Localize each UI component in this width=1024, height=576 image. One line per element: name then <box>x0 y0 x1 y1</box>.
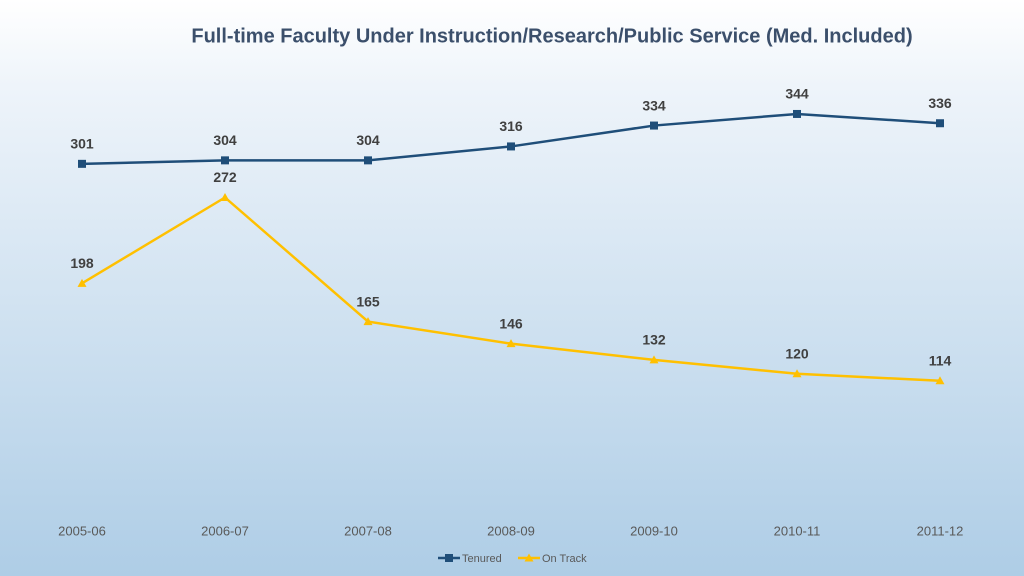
marker <box>77 278 87 287</box>
data-label: 146 <box>499 315 523 331</box>
data-label: 301 <box>70 136 94 152</box>
x-tick-label: 2005-06 <box>58 523 106 538</box>
data-label: 336 <box>928 95 952 111</box>
marker <box>221 156 229 165</box>
legend-label: On Track <box>542 553 587 565</box>
legend-label: Tenured <box>462 553 502 565</box>
x-tick-label: 2011-12 <box>917 523 964 538</box>
marker <box>935 376 945 385</box>
data-label: 132 <box>642 332 666 348</box>
data-label: 114 <box>929 352 952 368</box>
x-tick-label: 2006-07 <box>201 523 249 538</box>
data-label: 165 <box>356 293 380 309</box>
data-label: 304 <box>356 132 380 148</box>
marker <box>220 192 230 201</box>
x-tick-label: 2007-08 <box>344 523 392 538</box>
marker <box>650 121 658 130</box>
data-label: 120 <box>785 346 809 362</box>
x-tick-label: 2010-11 <box>774 523 821 538</box>
marker <box>936 119 944 128</box>
marker <box>506 339 516 348</box>
marker <box>445 554 453 562</box>
marker <box>364 156 372 165</box>
x-tick-label: 2009-10 <box>630 523 678 538</box>
x-tick-label: 2008-09 <box>487 523 535 538</box>
marker <box>793 109 801 118</box>
marker <box>363 317 373 326</box>
data-label: 344 <box>785 86 809 102</box>
data-label: 316 <box>499 118 523 134</box>
data-label: 304 <box>213 132 237 148</box>
marker <box>524 553 534 562</box>
chart-title: Full-time Faculty Under Instruction/Rese… <box>191 25 912 47</box>
data-label: 272 <box>213 169 237 185</box>
marker <box>78 159 86 168</box>
marker <box>649 355 659 364</box>
marker <box>507 142 515 151</box>
marker <box>792 369 802 378</box>
data-label: 334 <box>642 97 666 113</box>
data-label: 198 <box>70 255 94 271</box>
